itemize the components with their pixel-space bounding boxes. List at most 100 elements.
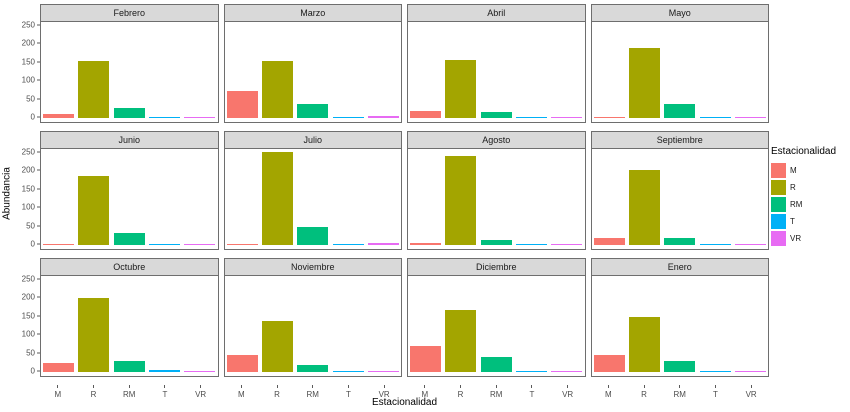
bar-marzo-t — [332, 116, 364, 118]
bar-septiembre-m — [593, 238, 625, 245]
bar-slot — [295, 364, 330, 372]
x-tick: T — [514, 385, 550, 399]
x-tick-mark — [424, 385, 426, 388]
facet-strip-label: Septiembre — [590, 131, 769, 149]
x-tick-mark — [750, 385, 752, 388]
bar-mayo-rm — [664, 104, 696, 118]
bar-junio-r — [78, 175, 110, 245]
legend-item-rm: RM — [771, 196, 849, 213]
x-tick-mark — [643, 385, 645, 388]
x-category-label: RM — [673, 390, 686, 399]
facet-agosto: Agosto — [407, 131, 586, 250]
y-tick-mark — [37, 61, 40, 63]
bar-slot — [260, 321, 295, 372]
facet-panel — [407, 22, 586, 123]
y-tick-label: 200 — [21, 292, 35, 302]
y-tick: 200 — [22, 293, 40, 302]
facet-panel — [407, 276, 586, 377]
bar-febrero-r — [78, 60, 110, 118]
bar-febrero-t — [149, 116, 181, 118]
bar-enero-vr — [734, 370, 766, 372]
bar-julio-vr — [367, 243, 399, 245]
plot-area: 0 50 100 150 200 250 Febrero Marzo Abril Mayo 0 50 1… — [14, 4, 769, 399]
x-category-label: T — [713, 390, 718, 399]
x-tick-mark — [347, 385, 349, 388]
x-axis-group: M R RM T VR — [224, 385, 403, 399]
bar-noviembre-m — [226, 355, 258, 372]
x-tick: RM — [478, 385, 514, 399]
bar-diciembre-m — [410, 346, 442, 372]
bar-enero-r — [628, 316, 660, 372]
x-category-label: T — [346, 390, 351, 399]
bar-slot — [592, 355, 627, 372]
bar-slot — [408, 110, 443, 118]
bar-slot — [627, 48, 662, 118]
bar-slot — [225, 355, 260, 372]
y-tick-label: 150 — [21, 184, 35, 194]
bar-slot — [514, 116, 549, 118]
bar-diciembre-vr — [551, 370, 583, 372]
bar-slot — [443, 155, 478, 245]
x-category-label: R — [641, 390, 647, 399]
facet-panel — [223, 22, 402, 123]
bars — [225, 149, 402, 245]
legend-item-label: RM — [790, 200, 803, 209]
bar-slot — [697, 370, 732, 372]
y-tick-mark — [37, 116, 40, 118]
bar-slot — [41, 243, 76, 245]
bar-diciembre-r — [445, 310, 477, 372]
bar-slot — [443, 60, 478, 118]
bar-agosto-m — [410, 243, 442, 245]
x-tick-mark — [312, 385, 314, 388]
bar-agosto-rm — [480, 240, 512, 245]
facet-panel — [223, 149, 402, 250]
bar-slot — [627, 170, 662, 245]
y-tick-label: 100 — [21, 329, 35, 339]
x-category-label: VR — [745, 390, 757, 399]
bar-mayo-vr — [734, 116, 766, 118]
facet-febrero: Febrero — [40, 4, 219, 123]
y-tick-label: 50 — [26, 221, 35, 231]
bar-slot — [443, 310, 478, 372]
bars — [41, 149, 218, 245]
facet-panel — [407, 149, 586, 250]
bar-agosto-t — [516, 243, 548, 245]
legend-item-r: R — [771, 179, 849, 196]
x-category-label: RM — [123, 390, 136, 399]
y-tick: 50 — [26, 94, 40, 103]
x-tick-mark — [276, 385, 278, 388]
facet-strip-label: Agosto — [407, 131, 586, 149]
y-tick: 100 — [22, 330, 40, 339]
bar-noviembre-vr — [367, 370, 399, 372]
y-tick-mark — [37, 169, 40, 171]
facet-strip-label: Junio — [40, 131, 219, 149]
bar-agosto-r — [445, 155, 477, 245]
bar-diciembre-t — [516, 370, 548, 372]
bar-slot — [366, 116, 401, 118]
bar-slot — [260, 152, 295, 245]
bar-abril-rm — [480, 111, 512, 118]
bar-slot — [479, 240, 514, 245]
x-category-label: M — [421, 390, 429, 399]
bar-junio-t — [149, 243, 181, 245]
bar-slot — [295, 227, 330, 245]
bar-slot — [41, 113, 76, 118]
bars — [225, 276, 402, 372]
x-category-label: R — [90, 390, 97, 399]
facet-junio: Junio — [40, 131, 219, 250]
y-tick-label: 250 — [21, 20, 35, 30]
y-tick: 150 — [22, 311, 40, 320]
y-tick-mark — [37, 151, 40, 153]
x-axis-spacer — [14, 385, 40, 399]
bar-slot — [479, 111, 514, 118]
x-tick: M — [224, 385, 260, 399]
bar-slot — [549, 243, 584, 245]
x-tick-mark — [567, 385, 569, 388]
bar-mayo-m — [593, 116, 625, 118]
y-tick: 250 — [22, 21, 40, 30]
bar-slot — [592, 116, 627, 118]
x-tick: R — [76, 385, 112, 399]
bar-slot — [733, 116, 768, 118]
y-tick-mark — [37, 98, 40, 100]
bar-marzo-r — [261, 60, 293, 118]
